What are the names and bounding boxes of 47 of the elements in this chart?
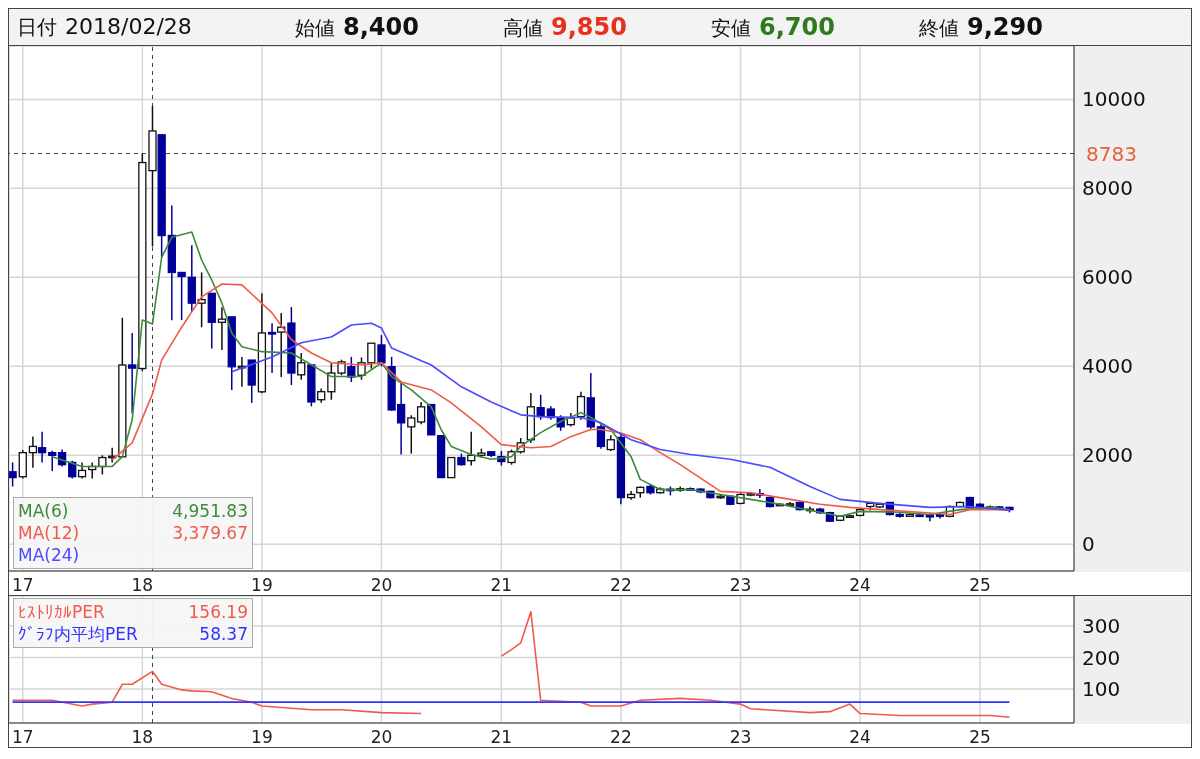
text: MA(6) — [18, 500, 69, 522]
annotation: 58.37 — [199, 623, 248, 645]
x-tick-label: 20 — [370, 575, 393, 596]
y-tick-label: 6000 — [1082, 265, 1133, 290]
text: 終値 — [919, 15, 959, 40]
text: 8,400 — [343, 12, 419, 41]
text: 高値 — [503, 15, 543, 40]
y-tick-label: 8000 — [1082, 176, 1133, 201]
annotation: 3,379.67 — [172, 522, 248, 544]
x-tick-label: 23 — [729, 575, 752, 596]
text: 9,850 — [551, 12, 627, 41]
annotation: 4,951.83 — [172, 500, 248, 522]
x-tick-label: 18 — [131, 727, 154, 748]
x-tick-label: 25 — [969, 727, 991, 748]
x-tick-label: 17 — [11, 727, 34, 748]
text: 安値 — [711, 15, 751, 40]
y-tick-label: 10000 — [1082, 87, 1146, 112]
text: ｸﾞﾗﾌ内平均PER — [18, 623, 138, 645]
text: 日付 — [17, 14, 57, 39]
x-tick-label: 20 — [370, 727, 393, 748]
x-tick-label: 22 — [610, 727, 632, 748]
text: MA(24) — [18, 544, 80, 566]
text: 始値 — [295, 15, 335, 40]
x-tick-label: 17 — [11, 575, 34, 596]
x-tick-label: 21 — [490, 575, 513, 596]
x-tick-label: 25 — [969, 575, 991, 596]
x-tick-label: 23 — [729, 727, 752, 748]
y-tick-label: 2000 — [1082, 443, 1133, 468]
y-tick-label: 4000 — [1082, 354, 1133, 379]
x-tick-label: 18 — [131, 575, 154, 596]
x-tick-label: 19 — [251, 727, 273, 748]
x-tick-label: 22 — [610, 575, 632, 596]
text: 9,290 — [967, 12, 1043, 41]
y-tick-label: 0 — [1082, 532, 1095, 557]
text: ﾋｽﾄﾘｶﾙPER — [18, 601, 105, 623]
x-tick-label: 19 — [251, 575, 273, 596]
x-tick-label: 24 — [849, 727, 871, 748]
x-tick-label: 21 — [490, 727, 513, 748]
y-tick-label: 200 — [1082, 645, 1121, 670]
text: 2018/02/28 — [65, 13, 192, 39]
y-tick-label: 100 — [1082, 677, 1121, 702]
annotation: 156.19 — [188, 601, 248, 623]
text: MA(12) — [18, 522, 80, 544]
y-tick-label: 300 — [1082, 614, 1121, 639]
ref-line-label: 8783 — [1086, 141, 1137, 166]
text: 6,700 — [759, 12, 835, 41]
x-tick-label: 24 — [849, 575, 871, 596]
